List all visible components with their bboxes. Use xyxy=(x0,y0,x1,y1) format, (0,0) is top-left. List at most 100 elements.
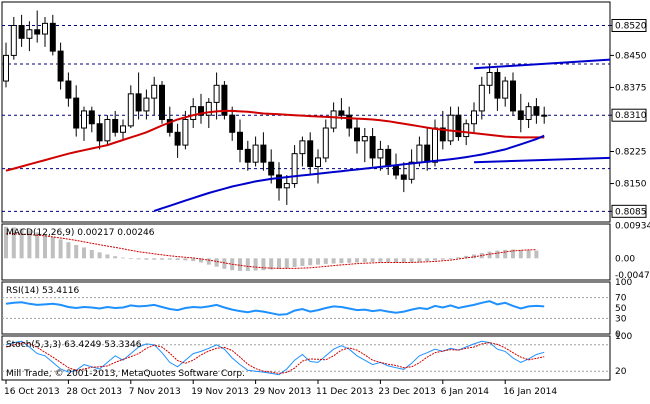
macd-bar xyxy=(378,258,383,262)
macd-bar xyxy=(464,255,469,259)
macd-bar xyxy=(433,258,437,261)
candle-body xyxy=(143,97,150,112)
macd-bar xyxy=(417,258,422,262)
macd-bar xyxy=(339,258,344,264)
macd-bar xyxy=(58,239,63,259)
y-tick-label: 0.8375 xyxy=(615,83,647,93)
macd-bar xyxy=(222,258,227,269)
blue-moving-average xyxy=(153,134,545,212)
candle-body xyxy=(268,161,275,176)
macd-tick-label: 0.00 xyxy=(615,254,635,264)
candle-body xyxy=(322,127,329,159)
macd-bar xyxy=(347,258,352,263)
y-tick-label: 0.8085 xyxy=(615,207,647,217)
candle-body xyxy=(510,80,516,112)
candle-body xyxy=(346,114,353,129)
price-label-box xyxy=(611,18,647,32)
candle-body xyxy=(525,106,532,120)
y-tick-label: 0.8450 xyxy=(615,51,647,61)
macd-bar xyxy=(269,258,274,270)
macd-bar xyxy=(253,258,258,271)
macd-panel-frame xyxy=(1,223,611,281)
candle-body xyxy=(486,71,493,86)
y-tick-label: 0.8310 xyxy=(615,111,647,121)
candle-body xyxy=(385,148,392,167)
candle-body xyxy=(354,127,360,142)
macd-bar xyxy=(121,257,125,259)
candle-body xyxy=(42,22,48,35)
macd-bar xyxy=(308,258,313,266)
candle-body xyxy=(416,144,423,163)
candle-body xyxy=(307,140,314,167)
candle-body xyxy=(244,148,251,163)
candle-body xyxy=(34,29,41,35)
x-tick-label: 23 Dec 2013 xyxy=(378,387,436,397)
macd-bar xyxy=(370,258,375,262)
macd-bar xyxy=(136,258,141,260)
candle-body xyxy=(49,22,56,52)
macd-bar xyxy=(495,250,500,259)
candle-body xyxy=(182,118,189,146)
macd-bar xyxy=(440,258,445,260)
macd-tick-label: 0.00934 xyxy=(615,222,650,232)
candle-body xyxy=(408,161,415,180)
candle-body xyxy=(10,24,17,56)
panel-labels: MACD(12,26,9) 0.00217 0.00246 RSI(14) 53… xyxy=(6,228,245,379)
macd-tick-label: -0.00478 xyxy=(615,271,650,281)
x-tick-label: 11 Dec 2013 xyxy=(316,387,374,397)
macd-bar xyxy=(316,258,320,265)
rsi-tick-label: 100 xyxy=(615,278,632,288)
candle-body xyxy=(276,174,282,189)
macd-bar xyxy=(277,258,281,269)
candle-body xyxy=(237,131,243,150)
macd-bar xyxy=(386,258,391,263)
candle-body xyxy=(330,110,337,129)
macd-bar xyxy=(526,250,531,259)
axes: 0.8520 0.8450 0.8375 0.8310 0.8225 0.8150 0.80… xyxy=(4,18,650,397)
macd-bar xyxy=(191,258,196,262)
candle-body xyxy=(73,97,80,129)
candle-body xyxy=(159,84,165,120)
macd-bar xyxy=(27,230,32,259)
candle-body xyxy=(120,125,126,133)
candle-body xyxy=(81,110,87,129)
macd-bar xyxy=(97,252,102,259)
macd-bar xyxy=(487,251,492,259)
macd-bar xyxy=(105,254,110,259)
candle-body xyxy=(213,84,220,103)
macd-label: MACD(12,26,9) 0.00217 0.00246 xyxy=(6,228,155,238)
candle-body xyxy=(455,114,462,138)
macd-bar xyxy=(300,258,305,266)
macd-bar xyxy=(355,258,359,263)
candle-body xyxy=(377,148,384,159)
macd-bar xyxy=(284,258,289,269)
macd-bar xyxy=(43,234,47,259)
red-moving-average xyxy=(5,109,545,172)
copyright-text: Mill Trade, © 2001-2013, MetaQuotes Soft… xyxy=(6,369,245,379)
rsi-line xyxy=(5,300,545,316)
candle-body xyxy=(517,110,524,120)
candle-body xyxy=(221,84,228,116)
macd-bar xyxy=(401,258,406,263)
macd-bar xyxy=(113,256,118,259)
x-tick-label: 16 Oct 2013 xyxy=(4,387,60,397)
macd-bar xyxy=(261,258,266,271)
macd-bar xyxy=(35,232,40,259)
stoch-tick-label: 100 xyxy=(615,332,632,342)
candle-body xyxy=(541,114,548,117)
candle-body xyxy=(471,110,477,125)
stoch-panel-frame xyxy=(1,335,611,381)
rsi-tick-label: 70 xyxy=(615,294,627,304)
macd-bar xyxy=(152,258,157,260)
rsi-label: RSI(14) 53.4116 xyxy=(6,286,79,296)
trendline xyxy=(473,58,611,70)
candle-body xyxy=(198,106,204,116)
macd-bar xyxy=(238,258,242,271)
macd-bar xyxy=(472,254,476,259)
trendline xyxy=(473,156,611,164)
macd-bar xyxy=(19,228,24,259)
macd-bar xyxy=(511,249,515,259)
macd-bar xyxy=(518,249,523,259)
x-tick-label: 6 Jan 2014 xyxy=(441,387,489,397)
